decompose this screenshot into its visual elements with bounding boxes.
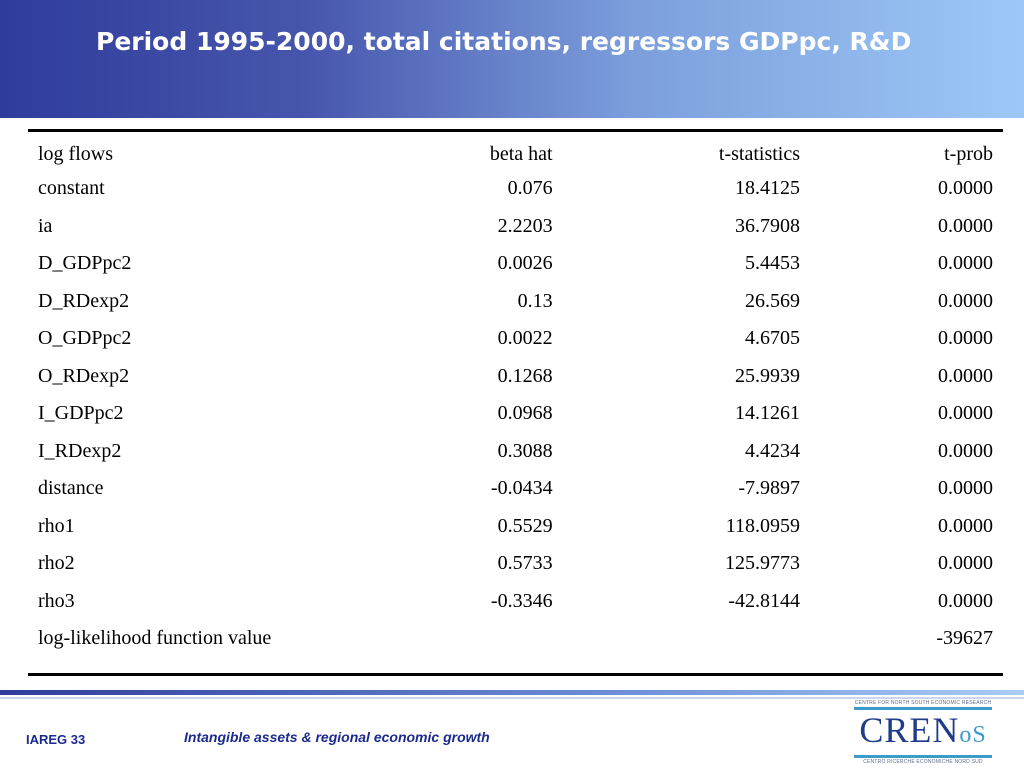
table-row: ia 2.2203 36.7908 0.0000 [28, 208, 1003, 246]
logo-top-text: CENTRE FOR NORTH SOUTH ECONOMIC RESEARCH [854, 700, 992, 706]
row-label: I_RDexp2 [38, 439, 122, 462]
header-beta-hat: beta hat [489, 142, 553, 165]
beta-hat-value: 0.5529 [497, 514, 553, 537]
row-label: rho3 [38, 589, 75, 612]
row-label: rho2 [38, 552, 75, 575]
t-prob-value: 0.0000 [938, 552, 993, 575]
empty-cell [384, 620, 552, 658]
table-header-row: log flows beta hat t-statistics t-prob [28, 130, 1003, 170]
slide-header: Period 1995-2000, total citations, regre… [0, 0, 1024, 118]
t-prob-value: 0.0000 [938, 177, 993, 200]
table-row: I_RDexp2 0.3088 4.4234 0.0000 [28, 433, 1003, 471]
crenos-logo: CENTRE FOR NORTH SOUTH ECONOMIC RESEARCH… [848, 700, 998, 765]
t-statistic-value: -42.8144 [728, 589, 800, 612]
row-label: I_GDPpc2 [38, 402, 124, 425]
row-label: O_GDPpc2 [38, 327, 132, 350]
t-statistic-value: 14.1261 [735, 402, 800, 425]
table-row: D_GDPpc2 0.0026 5.4453 0.0000 [28, 245, 1003, 283]
empty-cell [553, 620, 800, 658]
t-statistic-value: 4.6705 [745, 327, 800, 350]
table-row: I_GDPpc2 0.0968 14.1261 0.0000 [28, 395, 1003, 433]
table-row: O_GDPpc2 0.0022 4.6705 0.0000 [28, 320, 1003, 358]
table-footer-row: log-likelihood function value -39627 [28, 620, 1003, 658]
t-statistic-value: 4.4234 [745, 439, 800, 462]
t-prob-value: 0.0000 [938, 327, 993, 350]
table-row: O_RDexp2 0.1268 25.9939 0.0000 [28, 358, 1003, 396]
t-statistic-value: -7.9897 [738, 477, 800, 500]
table-row: rho3 -0.3346 -42.8144 0.0000 [28, 583, 1003, 621]
beta-hat-value: 0.5733 [497, 552, 553, 575]
header-log-flows: log flows [38, 142, 113, 165]
footer-divider-thin [0, 697, 1024, 699]
t-prob-value: 0.0000 [938, 477, 993, 500]
t-statistic-value: 36.7908 [735, 214, 800, 237]
logo-bottom-text: CENTRO RICERCHE ECONOMICHE NORD SUD [863, 759, 983, 765]
t-statistic-value: 25.9939 [735, 364, 800, 387]
t-statistic-value: 18.4125 [735, 177, 800, 200]
table-bottom-rule [28, 673, 1003, 676]
beta-hat-value: -0.3346 [490, 589, 553, 612]
row-label: constant [38, 177, 105, 200]
table-row: D_RDexp2 0.13 26.569 0.0000 [28, 283, 1003, 321]
row-label: D_GDPpc2 [38, 252, 132, 275]
logo-mark-small: oS [959, 722, 987, 748]
beta-hat-value: 0.13 [517, 289, 553, 312]
t-statistic-value: 5.4453 [745, 252, 800, 275]
beta-hat-value: 0.0026 [497, 252, 553, 275]
logo-band [854, 707, 992, 710]
t-prob-value: 0.0000 [938, 214, 993, 237]
table-top-rule [28, 129, 1003, 132]
t-prob-value: 0.0000 [938, 252, 993, 275]
table-row: rho2 0.5733 125.9773 0.0000 [28, 545, 1003, 583]
t-prob-value: 0.0000 [938, 289, 993, 312]
logo-mark-main: CREN [859, 710, 960, 750]
t-prob-value: 0.0000 [938, 439, 993, 462]
row-label: distance [38, 477, 104, 500]
slide-number: IAREG 33 [26, 732, 86, 747]
footer-divider [0, 690, 1024, 695]
regression-table: log flows beta hat t-statistics t-prob c… [28, 130, 1003, 658]
t-prob-value: 0.0000 [938, 402, 993, 425]
beta-hat-value: 0.0022 [497, 327, 553, 350]
t-statistic-value: 118.0959 [725, 514, 800, 537]
t-prob-value: 0.0000 [938, 589, 993, 612]
log-likelihood-label: log-likelihood function value [38, 627, 272, 650]
table-row: rho1 0.5529 118.0959 0.0000 [28, 508, 1003, 546]
beta-hat-value: 0.3088 [497, 439, 553, 462]
header-t-statistics: t-statistics [718, 142, 800, 165]
slide-title: Period 1995-2000, total citations, regre… [96, 27, 912, 56]
beta-hat-value: 2.2203 [497, 214, 553, 237]
log-likelihood-value: -39627 [936, 627, 993, 650]
row-label: O_RDexp2 [38, 364, 130, 387]
logo-band [854, 755, 992, 758]
table-row: distance -0.0434 -7.9897 0.0000 [28, 470, 1003, 508]
row-label: ia [38, 214, 53, 237]
t-statistic-value: 125.9773 [725, 552, 800, 575]
beta-hat-value: 0.076 [507, 177, 553, 200]
t-statistic-value: 26.569 [745, 289, 800, 312]
t-prob-value: 0.0000 [938, 514, 993, 537]
beta-hat-value: 0.1268 [497, 364, 553, 387]
table-row: constant 0.076 18.4125 0.0000 [28, 170, 1003, 208]
row-label: D_RDexp2 [38, 289, 130, 312]
t-prob-value: 0.0000 [938, 364, 993, 387]
logo-mark: CRENoS [848, 711, 998, 754]
footer-title: Intangible assets & regional economic gr… [184, 729, 490, 745]
row-label: rho1 [38, 514, 75, 537]
beta-hat-value: 0.0968 [497, 402, 553, 425]
beta-hat-value: -0.0434 [490, 477, 553, 500]
header-t-prob: t-prob [944, 142, 993, 165]
